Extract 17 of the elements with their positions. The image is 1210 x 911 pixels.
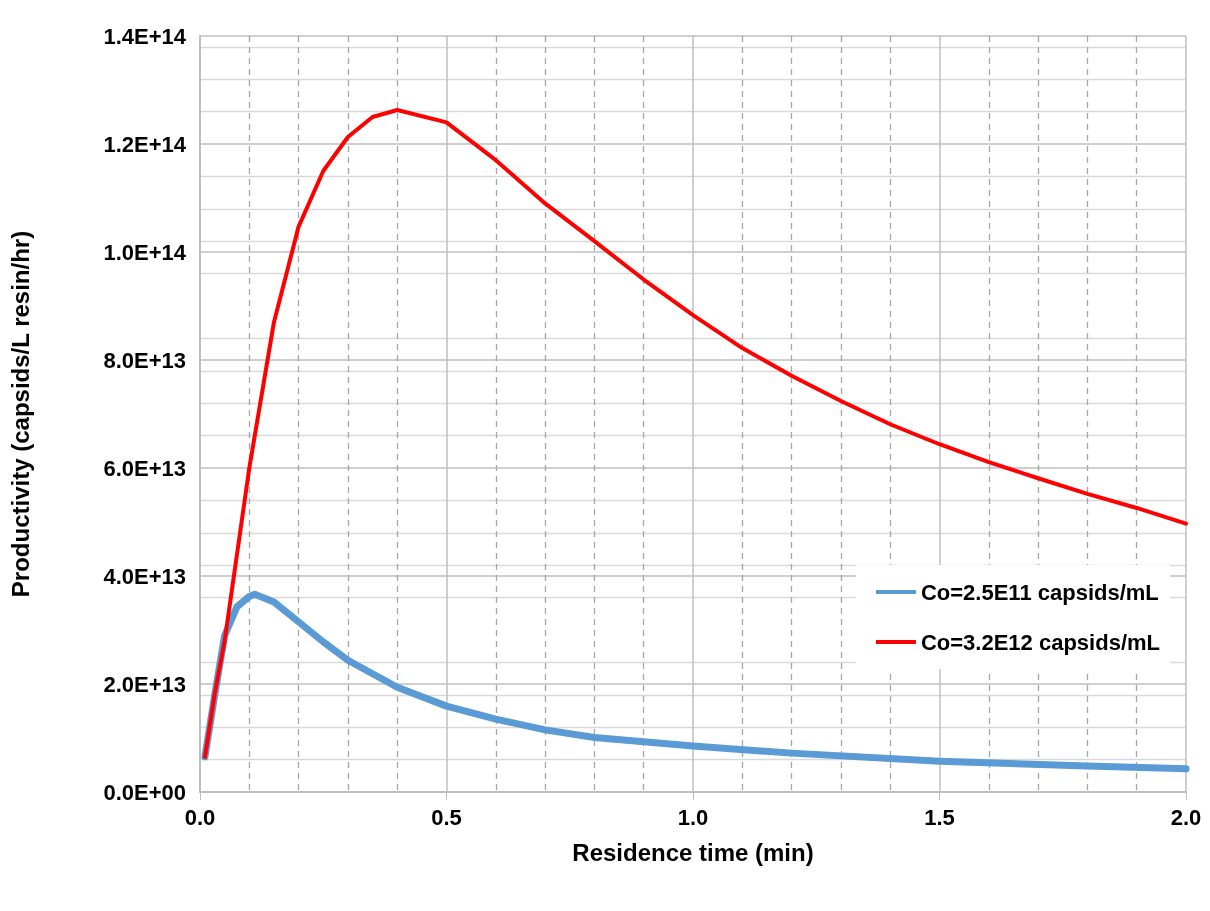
legend-label: Co=3.2E12 capsids/mL [920, 629, 1161, 655]
y-tick-label: 8.0E+13 [103, 347, 186, 373]
y-tick-label: 1.0E+14 [103, 239, 187, 265]
x-axis-title: Residence time (min) [572, 838, 814, 866]
y-tick-label: 1.4E+14 [103, 23, 187, 49]
y-tick-label: 2.0E+13 [103, 671, 186, 697]
y-axis-title: Productivity (capsids/L resin/hr) [6, 230, 34, 598]
x-tick-label: 0.5 [431, 804, 462, 830]
x-tick-label: 2.0 [1170, 804, 1202, 830]
y-tick-label: 0.0E+00 [103, 779, 186, 805]
legend-label: Co=2.5E11 capsids/mL [920, 579, 1159, 605]
x-tick-label: 1.0 [677, 804, 709, 830]
y-tick-label: 6.0E+13 [103, 455, 186, 481]
y-tick-label: 4.0E+13 [103, 563, 186, 589]
y-tick-label: 1.2E+14 [103, 131, 187, 157]
x-tick-label: 0.0 [184, 804, 216, 830]
x-tick-label: 1.5 [924, 804, 955, 830]
